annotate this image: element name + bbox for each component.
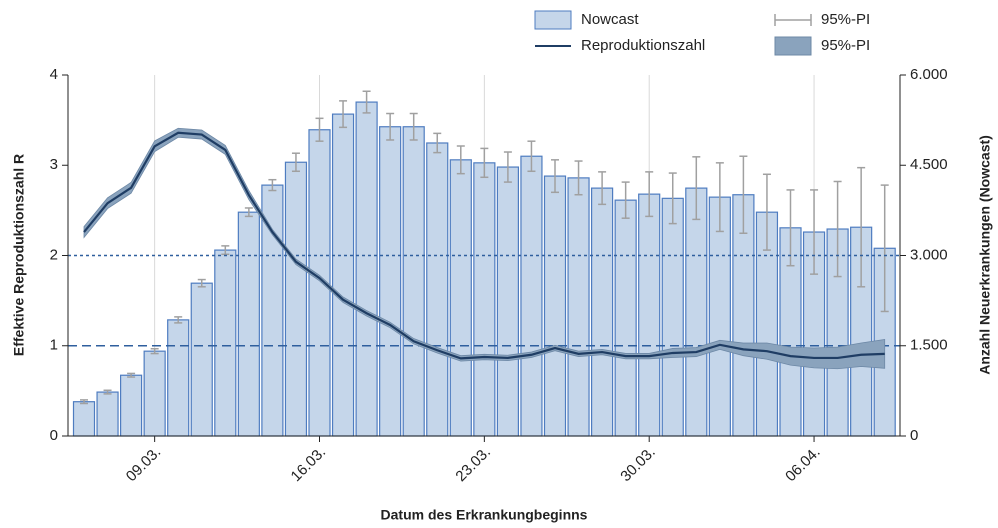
band xyxy=(83,127,886,370)
legend-item: 95%-PI xyxy=(774,11,870,28)
bar xyxy=(661,197,684,437)
bar xyxy=(567,177,590,437)
bar xyxy=(190,282,213,437)
bar xyxy=(473,162,496,437)
bar xyxy=(119,374,143,437)
legend-label: 95%-PI xyxy=(821,11,870,28)
x-axis-title: Datum des Erkrankungbeginns xyxy=(381,507,588,523)
x-tick-label: 06.04. xyxy=(782,444,824,486)
y2-tick-label: 6.000 xyxy=(910,66,948,83)
bar xyxy=(708,196,731,437)
bar xyxy=(449,159,472,437)
y-tick-label: 4 xyxy=(50,66,58,83)
y-axis-title: Effektive Reproduktionszahl R xyxy=(11,154,27,356)
y-tick-label: 2 xyxy=(50,246,58,263)
error-bar xyxy=(291,152,300,173)
error-bar xyxy=(80,399,88,405)
x-tick-label: 30.03. xyxy=(617,444,659,486)
x-tick-label: 23.03. xyxy=(452,444,494,486)
error-bar xyxy=(715,162,724,233)
legend-label: Reproduktionszahl xyxy=(581,37,705,54)
bar xyxy=(496,166,519,437)
error-bar xyxy=(668,172,677,225)
bar xyxy=(96,391,119,437)
bar xyxy=(543,175,567,437)
bar xyxy=(167,319,190,437)
error-bar xyxy=(762,173,771,251)
bar xyxy=(379,126,402,437)
y-tick-label: 1 xyxy=(50,337,58,354)
bar xyxy=(355,101,378,437)
y2-axis-title: Anzahl Neuerkrankungen (Nowcast) xyxy=(977,135,993,375)
error-bar xyxy=(197,278,206,288)
error-bar xyxy=(598,171,607,206)
x-tick-label: 09.03. xyxy=(123,444,165,486)
x-tick-label: 16.03. xyxy=(288,444,330,486)
bar xyxy=(143,350,166,437)
error-bar xyxy=(739,155,748,234)
bar xyxy=(72,401,96,437)
y2-tick-label: 1.500 xyxy=(910,337,948,354)
bar xyxy=(426,142,449,437)
error-bar xyxy=(174,316,183,324)
error-bar xyxy=(127,372,136,378)
error-bar xyxy=(221,245,230,256)
legend-swatch xyxy=(774,36,812,56)
bar xyxy=(638,193,661,437)
error-bar xyxy=(833,180,842,278)
error-bar xyxy=(810,189,819,275)
y-tick-label: 0 xyxy=(50,427,58,444)
error-bar xyxy=(433,132,442,154)
y2-tick-label: 3.000 xyxy=(910,246,948,263)
error-bar xyxy=(857,166,866,288)
y2-tick-label: 0 xyxy=(910,427,918,444)
error-bar xyxy=(315,117,324,142)
error-bar xyxy=(527,140,536,173)
error-bar xyxy=(645,171,654,218)
error-bar xyxy=(692,156,701,221)
error-bar xyxy=(362,90,371,114)
line xyxy=(83,131,885,360)
error-bar xyxy=(386,112,395,141)
error-bar xyxy=(574,160,583,196)
legend-item: 95%-PI xyxy=(774,36,870,56)
error-bar xyxy=(409,112,418,141)
error-bar xyxy=(503,151,512,183)
bar xyxy=(214,249,237,437)
bar xyxy=(284,161,308,437)
error-bar xyxy=(150,348,159,355)
bar xyxy=(685,187,708,437)
legend-item: Nowcast xyxy=(534,10,639,30)
error-bar xyxy=(268,178,277,192)
error-bar xyxy=(456,145,465,175)
error-bar xyxy=(244,207,253,218)
error-bar xyxy=(786,189,795,267)
error-bar xyxy=(480,147,489,179)
error-bar xyxy=(621,181,630,219)
y2-tick-label: 4.500 xyxy=(910,156,948,173)
error-bar xyxy=(103,389,112,395)
legend-label: 95%-PI xyxy=(821,37,870,54)
y-tick-label: 3 xyxy=(50,156,58,173)
bar xyxy=(331,113,355,437)
legend-item: Reproduktionszahl xyxy=(535,37,705,54)
bar xyxy=(402,126,425,437)
error-bar xyxy=(339,100,348,129)
error-bar xyxy=(880,184,889,313)
bar xyxy=(590,187,614,437)
bar xyxy=(614,199,637,437)
bar xyxy=(237,211,260,437)
error-bar xyxy=(551,159,559,194)
legend-label: Nowcast xyxy=(581,11,639,28)
legend-swatch xyxy=(534,10,572,30)
bar xyxy=(520,155,543,437)
